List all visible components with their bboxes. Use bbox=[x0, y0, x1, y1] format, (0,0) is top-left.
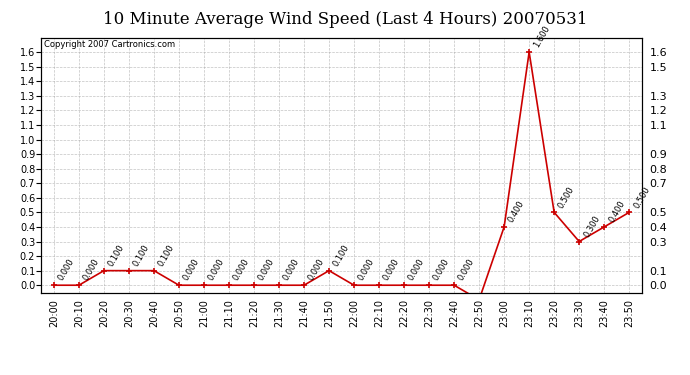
Text: 0.300: 0.300 bbox=[582, 214, 602, 239]
Text: 0.400: 0.400 bbox=[507, 199, 526, 224]
Text: 0.500: 0.500 bbox=[632, 184, 651, 210]
Text: 0.000: 0.000 bbox=[181, 258, 201, 282]
Text: 0.100: 0.100 bbox=[332, 243, 351, 268]
Text: 0.000: 0.000 bbox=[57, 258, 77, 282]
Text: 0.500: 0.500 bbox=[557, 184, 577, 210]
Text: 1.600: 1.600 bbox=[532, 24, 551, 49]
Text: 0.000: 0.000 bbox=[232, 258, 251, 282]
Text: 0.400: 0.400 bbox=[607, 199, 627, 224]
Text: 0.000: 0.000 bbox=[207, 258, 226, 282]
Text: 0.000: 0.000 bbox=[307, 258, 326, 282]
Text: 0.000: 0.000 bbox=[282, 258, 302, 282]
Text: -0.100: -0.100 bbox=[0, 374, 1, 375]
Text: 0.000: 0.000 bbox=[432, 258, 451, 282]
Text: 0.000: 0.000 bbox=[257, 258, 277, 282]
Text: Copyright 2007 Cartronics.com: Copyright 2007 Cartronics.com bbox=[44, 40, 175, 49]
Text: 10 Minute Average Wind Speed (Last 4 Hours) 20070531: 10 Minute Average Wind Speed (Last 4 Hou… bbox=[103, 11, 587, 28]
Text: 0.100: 0.100 bbox=[132, 243, 151, 268]
Text: 0.000: 0.000 bbox=[457, 258, 477, 282]
Text: 0.000: 0.000 bbox=[357, 258, 377, 282]
Text: 0.100: 0.100 bbox=[157, 243, 177, 268]
Text: 0.000: 0.000 bbox=[407, 258, 426, 282]
Text: 0.100: 0.100 bbox=[107, 243, 126, 268]
Text: 0.000: 0.000 bbox=[81, 258, 101, 282]
Text: 0.000: 0.000 bbox=[382, 258, 402, 282]
